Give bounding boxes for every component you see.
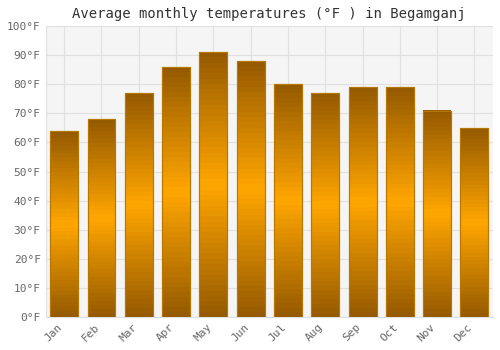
Bar — [348, 87, 376, 317]
Bar — [423, 111, 451, 317]
Bar — [274, 84, 302, 317]
Bar — [312, 93, 339, 317]
Title: Average monthly temperatures (°F ) in Begamganj: Average monthly temperatures (°F ) in Be… — [72, 7, 466, 21]
Bar — [386, 87, 414, 317]
Bar — [348, 87, 376, 317]
Bar — [162, 67, 190, 317]
Bar — [460, 128, 488, 317]
Bar — [162, 67, 190, 317]
Bar — [236, 61, 264, 317]
Bar — [200, 52, 228, 317]
Bar — [274, 84, 302, 317]
Bar — [88, 119, 116, 317]
Bar — [236, 61, 264, 317]
Bar — [386, 87, 414, 317]
Bar — [312, 93, 339, 317]
Bar — [460, 128, 488, 317]
Bar — [50, 131, 78, 317]
Bar — [125, 93, 153, 317]
Bar — [423, 111, 451, 317]
Bar — [50, 131, 78, 317]
Bar — [125, 93, 153, 317]
Bar — [88, 119, 116, 317]
Bar — [200, 52, 228, 317]
